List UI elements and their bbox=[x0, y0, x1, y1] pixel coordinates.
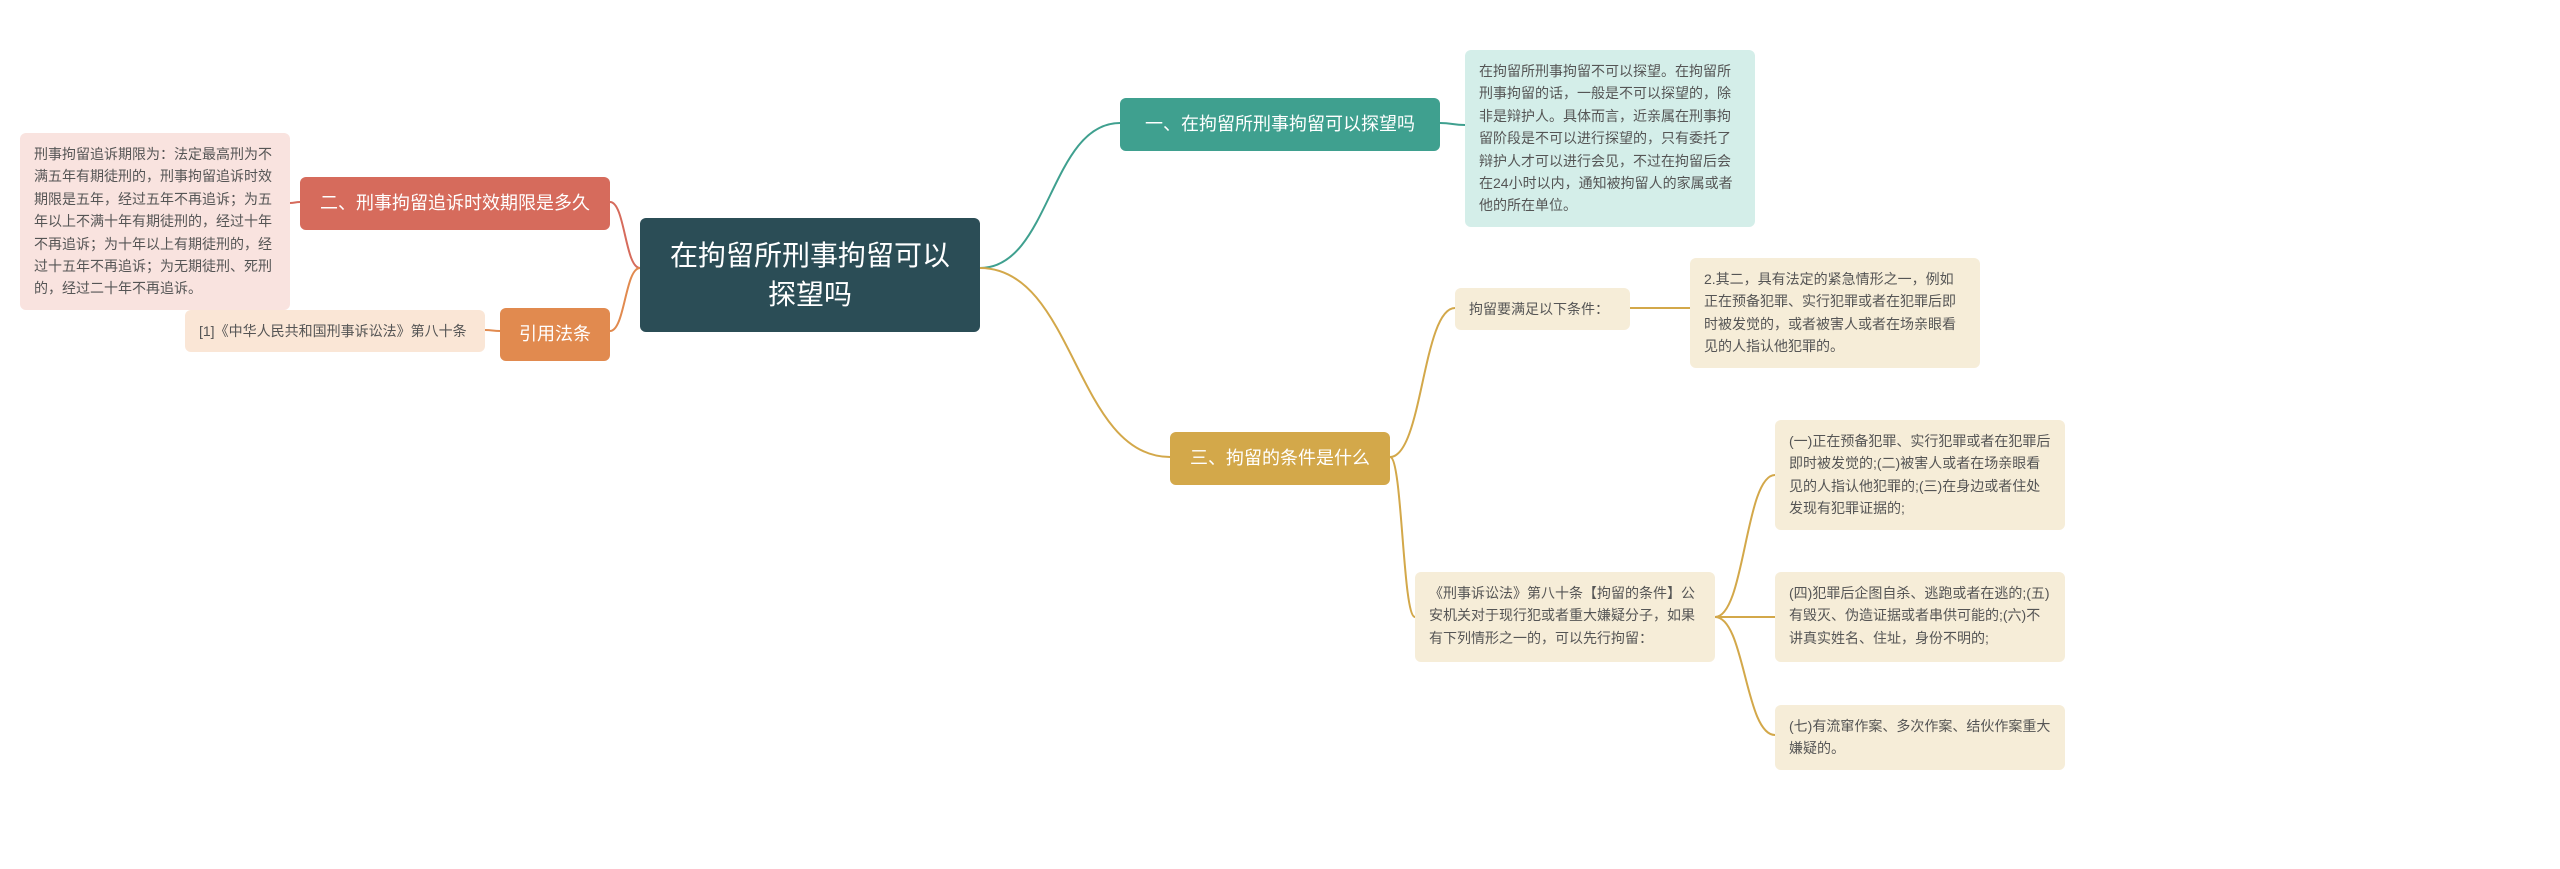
connector bbox=[1715, 617, 1775, 735]
connector bbox=[610, 268, 640, 331]
connector bbox=[980, 268, 1170, 457]
connector bbox=[1715, 475, 1775, 617]
connector bbox=[1440, 123, 1465, 125]
leaf-b1-0: 在拘留所刑事拘留不可以探望。在拘留所刑事拘留的话，一般是不可以探望的，除非是辩护… bbox=[1465, 50, 1755, 227]
child-b3-1: 《刑事诉讼法》第八十条【拘留的条件】公安机关对于现行犯或者重大嫌疑分子，如果有下… bbox=[1415, 572, 1715, 662]
leaf-b2-0: 刑事拘留追诉期限为：法定最高刑为不满五年有期徒刑的，刑事拘留追诉时效期限是五年，… bbox=[20, 133, 290, 310]
branch-b3: 三、拘留的条件是什么 bbox=[1170, 432, 1390, 485]
connector bbox=[1390, 308, 1455, 457]
branch-b2: 二、刑事拘留追诉时效期限是多久 bbox=[300, 177, 610, 230]
connector bbox=[1390, 457, 1415, 617]
leaf-b3-1-2: (七)有流窜作案、多次作案、结伙作案重大嫌疑的。 bbox=[1775, 705, 2065, 770]
connector bbox=[290, 202, 300, 203]
leaf-b3-1-0: (一)正在预备犯罪、实行犯罪或者在犯罪后即时被发觉的;(二)被害人或者在场亲眼看… bbox=[1775, 420, 2065, 530]
branch-b1: 一、在拘留所刑事拘留可以探望吗 bbox=[1120, 98, 1440, 151]
connector bbox=[485, 330, 500, 331]
root-node: 在拘留所刑事拘留可以探望吗 bbox=[640, 218, 980, 332]
child-b3-0: 拘留要满足以下条件： bbox=[1455, 288, 1630, 330]
leaf-b3-1-1: (四)犯罪后企图自杀、逃跑或者在逃的;(五)有毁灭、伪造证据或者串供可能的;(六… bbox=[1775, 572, 2065, 662]
leaf-bref-0: [1]《中华人民共和国刑事诉讼法》第八十条 bbox=[185, 310, 485, 352]
connector bbox=[610, 202, 640, 268]
branch-bref: 引用法条 bbox=[500, 308, 610, 361]
connector bbox=[980, 123, 1120, 268]
leaf-b3-0-0: 2.其二，具有法定的紧急情形之一，例如正在预备犯罪、实行犯罪或者在犯罪后即时被发… bbox=[1690, 258, 1980, 368]
